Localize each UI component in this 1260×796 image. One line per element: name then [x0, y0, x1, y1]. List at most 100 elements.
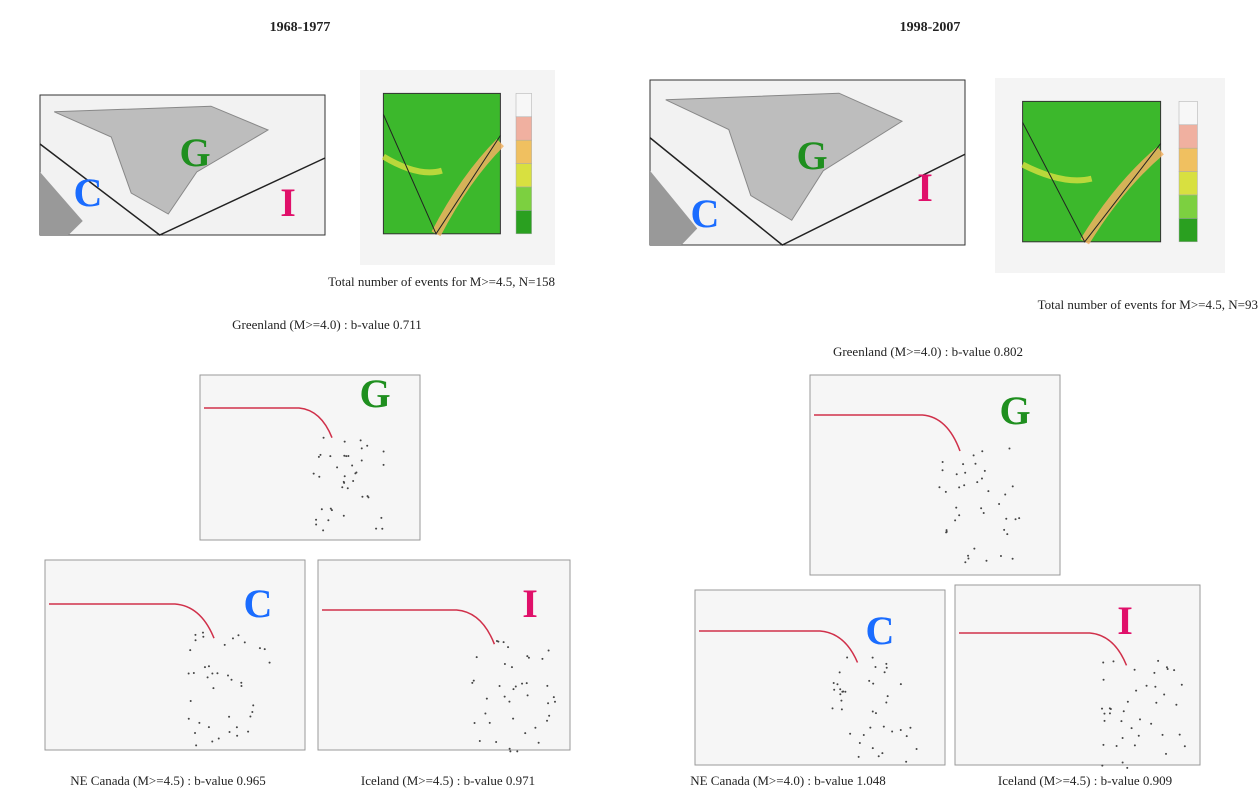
data-point [955, 506, 958, 509]
data-point [252, 704, 255, 707]
data-point [268, 661, 271, 664]
region-boundary [649, 137, 966, 246]
data-point [223, 643, 226, 646]
colorbar-cell [1178, 101, 1198, 126]
data-point [498, 685, 501, 688]
data-point [955, 473, 958, 476]
data-point [1112, 660, 1115, 663]
data-point [228, 715, 231, 718]
plot-title: NE Canada (M>=4.0) : b-value 1.048 [690, 773, 886, 788]
data-point [211, 672, 214, 675]
fit-curve [49, 603, 215, 639]
data-point [521, 682, 524, 685]
data-point [869, 726, 872, 729]
data-point [1121, 737, 1124, 740]
data-point [312, 472, 315, 475]
data-point [846, 656, 849, 659]
heat-boundary [382, 114, 501, 235]
colorbar-cell [515, 139, 532, 164]
data-point [187, 672, 190, 675]
data-point [207, 726, 210, 729]
data-point [526, 694, 529, 697]
data-point [484, 712, 487, 715]
data-point [1133, 744, 1136, 747]
heat-boundary [1022, 122, 1161, 243]
data-point [192, 672, 195, 675]
data-point [945, 530, 948, 533]
data-point [980, 507, 983, 510]
data-point [472, 679, 475, 682]
coast [650, 170, 698, 245]
data-point [315, 523, 318, 526]
data-point [1006, 533, 1009, 536]
plot-frame [199, 374, 421, 541]
data-point [1175, 703, 1178, 706]
data-point [381, 527, 384, 530]
data-point [1153, 671, 1156, 674]
plot-frame [317, 559, 571, 751]
data-point [1004, 493, 1007, 496]
data-point [983, 469, 986, 472]
data-point [987, 490, 990, 493]
data-point [871, 656, 874, 659]
data-point [1178, 733, 1181, 736]
data-point [1011, 557, 1014, 560]
data-point [495, 740, 498, 743]
data-point [366, 495, 369, 498]
data-point [235, 726, 238, 729]
data-point [999, 554, 1002, 557]
data-point [973, 547, 976, 550]
data-point [1130, 727, 1133, 730]
data-point [883, 671, 886, 674]
data-point [327, 519, 330, 522]
data-point [857, 755, 860, 758]
data-point [1008, 447, 1011, 450]
plot-frame [44, 559, 306, 751]
data-point [877, 755, 880, 758]
data-point [318, 475, 321, 478]
data-point [319, 453, 322, 456]
colorbar-cell [515, 116, 532, 141]
data-point [1115, 744, 1118, 747]
data-point [516, 750, 519, 753]
data-point [1121, 761, 1124, 764]
data-point [202, 635, 205, 638]
data-point [1102, 743, 1105, 746]
data-point [195, 744, 198, 747]
data-point [343, 454, 346, 457]
data-point [871, 747, 874, 750]
data-point [1165, 666, 1168, 669]
data-point [237, 634, 240, 637]
data-point [502, 641, 505, 644]
data-point [945, 529, 948, 532]
data-point [841, 690, 844, 693]
data-point [1120, 720, 1123, 723]
data-point [874, 666, 877, 669]
data-point [216, 672, 219, 675]
data-point [355, 471, 358, 474]
heat-band [1021, 161, 1093, 184]
data-point [380, 516, 383, 519]
data-point [320, 508, 323, 511]
data-point [1005, 517, 1008, 520]
data-point [507, 646, 510, 649]
data-point [315, 518, 318, 521]
data-point [360, 447, 363, 450]
data-point [1137, 734, 1140, 737]
data-point [967, 557, 970, 560]
data-point [342, 480, 345, 483]
data-point [882, 725, 885, 728]
plot-frame [954, 584, 1201, 766]
data-point [909, 726, 912, 729]
data-point [885, 666, 888, 669]
data-point [189, 649, 192, 652]
data-point [838, 671, 841, 674]
map-region-label: G [796, 133, 827, 178]
data-point [839, 688, 842, 691]
data-point [359, 439, 362, 442]
plot-region-label: I [1117, 598, 1133, 643]
data-point [546, 719, 549, 722]
data-point [982, 512, 985, 515]
data-point [217, 737, 220, 740]
data-point [891, 730, 894, 733]
